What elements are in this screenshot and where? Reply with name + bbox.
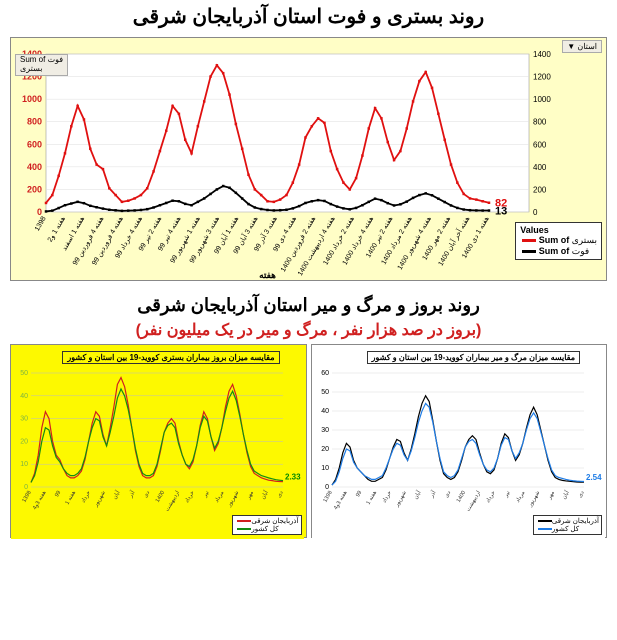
svg-text:600: 600 [533,140,547,149]
chart-legend: آذربایجان شرقیکل کشور [232,515,301,535]
svg-text:40: 40 [321,408,329,415]
svg-text:600: 600 [27,139,42,149]
svg-text:1000: 1000 [533,95,551,104]
svg-text:هفته 1 و2: هفته 1 و2 [47,215,67,243]
svg-text:1000: 1000 [22,94,42,104]
svg-text:30: 30 [321,427,329,434]
svg-text:800: 800 [27,117,42,127]
chart-title-box: مقایسه میزان مرگ و میر بیماران کووید-19 … [367,351,580,364]
chart-incidence-svg: 010203040502.331398هفته 3و499هفته 1خرداد… [11,345,304,539]
bottom-title-sub: (بروز در صد هزار نفر ، مرگ و میر در یک م… [0,320,617,340]
chart-mortality-svg: 01020304050602.541398هفته 3و499هفته 1خرد… [312,345,605,539]
svg-text:0: 0 [533,208,538,217]
svg-text:هفته 4 اردیبهشت 1400: هفته 4 اردیبهشت 1400 [296,215,337,278]
svg-text:0: 0 [325,484,329,491]
svg-text:60: 60 [321,370,329,377]
svg-text:30: 30 [20,416,28,423]
svg-text:10: 10 [20,461,28,468]
svg-text:200: 200 [27,184,42,194]
page: روند بستری و فوت استان آذربایجان شرقی ▼ … [0,0,617,640]
metric-dropdown[interactable]: Sum of فوت بستری [15,54,68,76]
metric-dropdown-line1: Sum of فوت [20,55,63,64]
svg-text:200: 200 [533,185,547,194]
svg-text:هفته 2 فروردین 1400: هفته 2 فروردین 1400 [280,215,318,273]
svg-text:400: 400 [27,162,42,172]
bottom-title-main: روند بروز و مرگ و میر استان آذربایجان شر… [0,291,617,320]
svg-text:هفته: هفته [259,270,276,280]
chart-top-legend: Values Sum of بستری Sum of فوت [515,222,602,260]
svg-text:40: 40 [20,393,28,400]
svg-text:400: 400 [533,163,547,172]
metric-dropdown-line2: بستری [20,64,42,73]
svg-text:10: 10 [321,465,329,472]
svg-text:800: 800 [533,118,547,127]
svg-text:50: 50 [20,370,28,377]
chart-legend: آذربایجان شرقیکل کشور [533,515,602,535]
svg-text:2.33: 2.33 [285,473,301,482]
province-dropdown[interactable]: ▼ استان [562,40,602,53]
svg-text:50: 50 [321,389,329,396]
svg-text:0: 0 [24,484,28,491]
svg-text:2.54: 2.54 [586,473,602,482]
svg-text:1400: 1400 [533,50,551,59]
chart-top: ▼ استان Sum of فوت بستری 0 200 400 600 800 10… [10,37,607,281]
top-title: روند بستری و فوت استان آذربایجان شرقی [0,0,617,33]
chart-incidence: 010203040502.331398هفته 3و499هفته 1خرداد… [10,344,307,538]
chart-title-box: مقایسه میزان بروز بیماران بستری کووید-19… [62,351,279,364]
svg-text:1200: 1200 [533,73,551,82]
svg-text:13: 13 [495,206,507,218]
svg-text:20: 20 [20,438,28,445]
bottom-charts-row: 010203040502.331398هفته 3و499هفته 1خرداد… [10,344,607,538]
svg-text:1398: 1398 [34,215,48,232]
svg-text:20: 20 [321,446,329,453]
chart-mortality: 01020304050602.541398هفته 3و499هفته 1خرد… [311,344,608,538]
